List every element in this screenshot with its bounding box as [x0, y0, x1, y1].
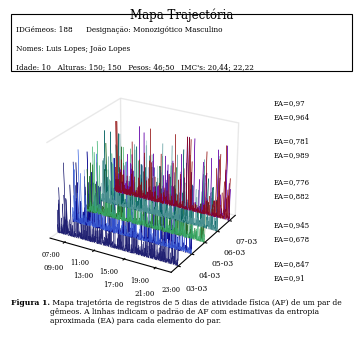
Text: EA=0,964: EA=0,964 [274, 113, 310, 121]
Text: Idade: 10   Alturas: 150; 150   Pesos: 46;50   IMC's: 20,44; 22,22: Idade: 10 Alturas: 150; 150 Pesos: 46;50… [16, 64, 254, 72]
Text: Mapa trajetória de registros de 5 dias de atividade física (AF) de um par de gêm: Mapa trajetória de registros de 5 dias d… [50, 299, 342, 325]
Text: EA=0,776: EA=0,776 [274, 178, 310, 186]
Text: EA=0,91: EA=0,91 [274, 274, 306, 282]
Text: EA=0,678: EA=0,678 [274, 235, 310, 243]
Text: EA=0,97: EA=0,97 [274, 99, 306, 107]
Text: EA=0,882: EA=0,882 [274, 192, 310, 200]
Text: Figura 1.: Figura 1. [11, 299, 50, 307]
Text: EA=0,945: EA=0,945 [274, 221, 310, 229]
FancyBboxPatch shape [11, 14, 352, 71]
Text: EA=0,781: EA=0,781 [274, 138, 310, 146]
Text: Nomes: Luis Lopes; João Lopes: Nomes: Luis Lopes; João Lopes [16, 45, 130, 53]
Text: EA=0,989: EA=0,989 [274, 152, 310, 160]
Text: IDGémeos: 188      Designação: Monozigótico Masculino: IDGémeos: 188 Designação: Monozigótico M… [16, 26, 223, 34]
Text: Mapa Trajectória: Mapa Trajectória [130, 9, 233, 22]
Text: EA=0,847: EA=0,847 [274, 260, 310, 268]
